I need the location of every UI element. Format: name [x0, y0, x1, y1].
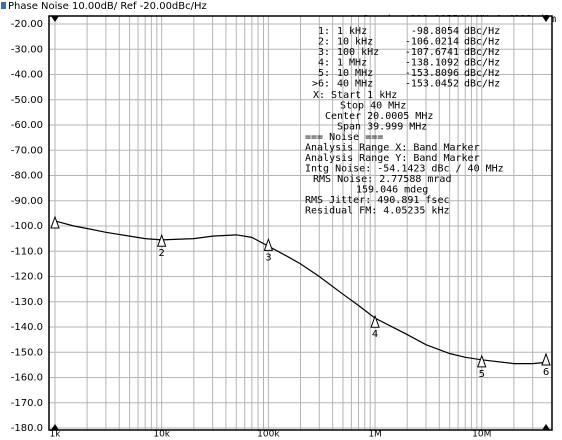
title-icon — [1, 2, 6, 9]
info-line: RMS Noise: 2.77588 mrad — [313, 174, 451, 185]
info-line: X: Start 1 kHz — [313, 90, 397, 101]
y-tick-label: -70.00 — [11, 145, 43, 156]
x-tick-label: 10M — [472, 430, 491, 440]
y-tick-label: -110.0 — [11, 246, 43, 257]
marker-freq: 1 kHz — [337, 26, 367, 37]
marker-freq: 100 kHz — [337, 47, 379, 58]
x-tick-label: 1M — [368, 430, 382, 440]
y-tick-label: -40.00 — [11, 70, 43, 81]
marker-unit: dBc/Hz — [464, 26, 500, 37]
info-line: Span 39.999 MHz — [337, 122, 427, 133]
y-tick-label: -80.00 — [11, 171, 43, 182]
y-tick-label: -120.0 — [11, 272, 43, 283]
marker-value: -153.8096 — [405, 68, 459, 79]
marker-value: -98.8054 — [411, 26, 459, 37]
marker-number: 6 — [543, 367, 549, 378]
marker-unit: dBc/Hz — [464, 37, 500, 48]
info-line: === Noise === — [305, 132, 383, 143]
marker-number: 2 — [159, 248, 165, 259]
edge-marker — [542, 16, 550, 22]
info-line: Analysis Range X: Band Marker — [305, 143, 480, 154]
y-tick-label: -140.0 — [11, 322, 43, 333]
info-line: Center 20.0005 MHz — [325, 111, 433, 122]
y-tick-label: -180.0 — [11, 423, 43, 434]
marker-unit: dBc/Hz — [464, 58, 500, 69]
marker-unit: dBc/Hz — [464, 47, 500, 58]
info-line: Intg Noise: -54.1423 dBc / 40 MHz — [305, 164, 504, 175]
edge-marker — [51, 16, 59, 22]
marker-index: 5: — [318, 68, 330, 79]
y-tick-label: -60.00 — [11, 120, 43, 131]
y-tick-label: -20.00 — [11, 19, 43, 30]
marker-number: 4 — [372, 329, 378, 340]
marker-unit: dBc/Hz — [464, 68, 500, 79]
edge-marker — [51, 424, 59, 430]
plot-frame — [48, 15, 553, 431]
y-tick-label: -90.00 — [11, 196, 43, 207]
marker-value: -107.6741 — [405, 47, 459, 58]
info-line: RMS Jitter: 490.891 fsec — [305, 195, 450, 206]
info-line: Stop 40 MHz — [340, 101, 406, 112]
y-tick-label: -150.0 — [11, 347, 43, 358]
marker-table: 1: 1 kHz -98.8054 dBc/Hz 2: 10 kHz -106.0214 dB… — [305, 26, 504, 217]
marker-value: -106.0214 — [405, 37, 459, 48]
x-tick-label: 100k — [257, 430, 280, 440]
marker-value: -138.1092 — [405, 58, 459, 69]
chart-title: Phase Noise 10.00dB/ Ref -20.00dBc/Hz — [8, 1, 207, 12]
marker-value: -153.0452 — [405, 79, 459, 90]
marker-number: 3 — [265, 252, 271, 263]
x-tick-label: 10k — [153, 430, 170, 440]
marker-index: 4: — [318, 58, 330, 69]
marker-triangle — [370, 314, 380, 328]
marker-freq: 10 kHz — [337, 37, 373, 48]
y-tick-label: -160.0 — [11, 373, 43, 384]
marker-triangle — [541, 352, 551, 366]
marker-index: 3: — [318, 47, 330, 58]
y-tick-label: -50.00 — [11, 95, 43, 106]
marker-triangle — [477, 354, 487, 368]
marker-triangle — [156, 233, 167, 247]
edge-marker — [542, 424, 550, 430]
info-line: Analysis Range Y: Band Marker — [305, 153, 480, 164]
marker-index: >6: — [312, 79, 330, 90]
y-tick-label: -30.00 — [11, 44, 43, 55]
marker-triangle — [263, 237, 274, 251]
y-tick-label: -170.0 — [11, 398, 43, 409]
marker-number: 5 — [479, 369, 485, 380]
trace — [54, 220, 547, 365]
marker-freq: 40 MHz — [337, 79, 373, 90]
marker-index: 2: — [318, 37, 330, 48]
y-tick-label: -100.0 — [11, 221, 43, 232]
info-line: 159.046 mdeg — [356, 185, 428, 196]
y-tick-label: -130.0 — [11, 297, 43, 308]
marker-index: 1: — [318, 26, 330, 37]
marker-triangle — [50, 215, 60, 229]
info-line: Residual FM: 4.05235 kHz — [305, 206, 450, 217]
marker-unit: dBc/Hz — [464, 79, 500, 90]
x-tick-label: 1k — [50, 430, 62, 440]
marker-freq: 1 MHz — [337, 58, 367, 69]
marker-freq: 10 MHz — [337, 68, 373, 79]
